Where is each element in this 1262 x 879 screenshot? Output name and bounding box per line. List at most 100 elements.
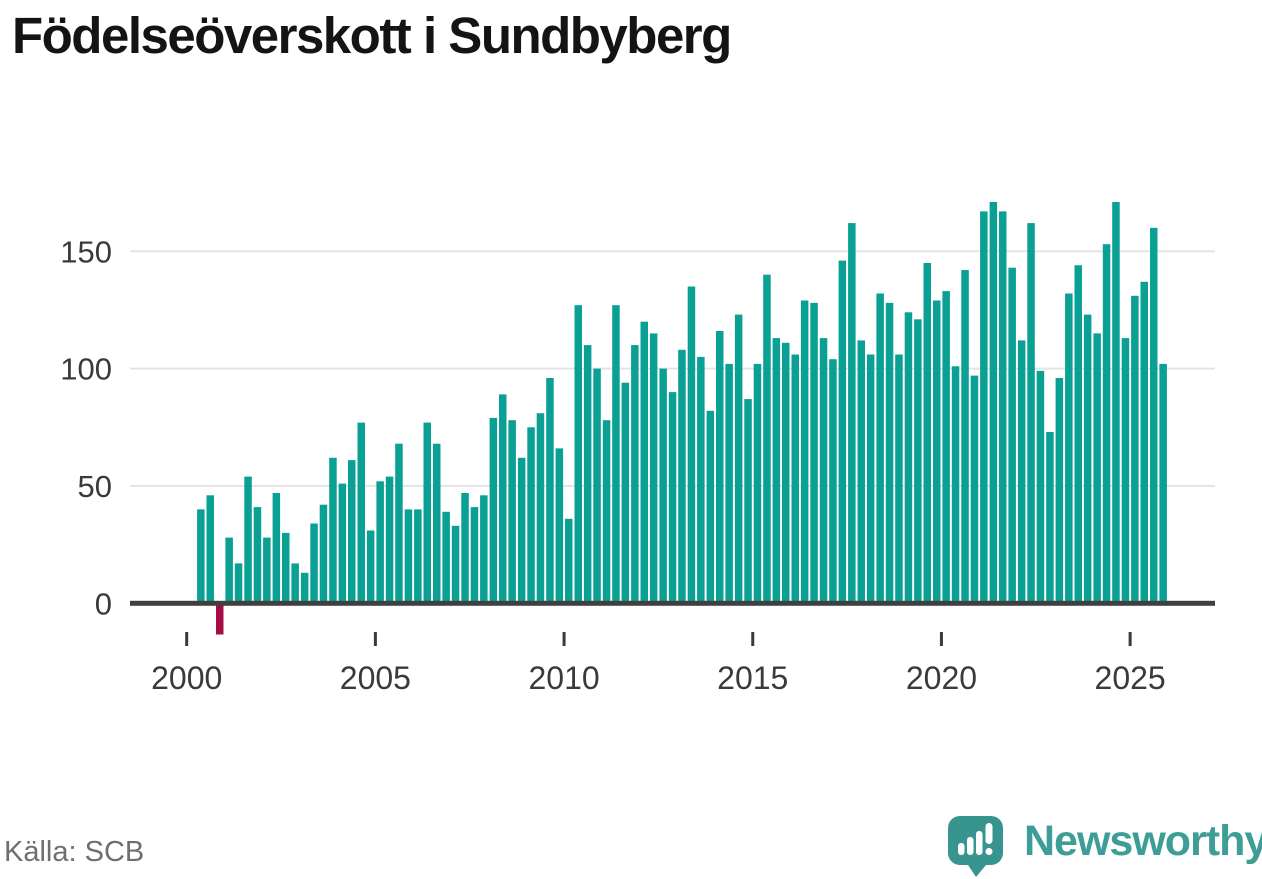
- bar-2011Q3: [621, 382, 630, 606]
- bar-2010Q3: [583, 345, 592, 606]
- bar-2000Q2: [197, 509, 205, 606]
- bar-2020Q1: [942, 291, 950, 606]
- bar-2001Q4: [253, 507, 262, 606]
- x-tick-mark-2025: [1128, 632, 1132, 646]
- brand-logo: Newsworthy: [948, 816, 1262, 878]
- bar-2013Q1: [678, 349, 686, 606]
- bar-2005Q4: [404, 509, 413, 606]
- bar-2017Q2: [838, 260, 847, 606]
- bar-2001Q2: [234, 563, 243, 606]
- bar-2010Q2: [574, 305, 582, 606]
- logo-bar-medium: [967, 837, 974, 855]
- bar-2009Q1: [527, 427, 535, 606]
- x-tick-label-2015: 2015: [717, 660, 788, 696]
- bar-2018Q2: [876, 293, 884, 606]
- x-axis-labels: 2000 2005 2010 2015 2020 2025: [151, 632, 1166, 696]
- bar-2001Q1: [225, 537, 233, 606]
- bar-2010Q1: [565, 518, 573, 606]
- bar-2023Q1: [1055, 378, 1064, 606]
- bar-2015Q2: [763, 274, 771, 606]
- x-tick-mark-2010: [562, 632, 566, 646]
- bar-2004Q2: [348, 460, 356, 606]
- bar-2011Q4: [631, 345, 639, 606]
- bar-2016Q3: [810, 302, 818, 606]
- bar-2007Q1: [451, 525, 460, 606]
- logo-bar-tall: [976, 831, 983, 855]
- bar-2021Q4: [1008, 267, 1016, 606]
- bar-2022Q2: [1027, 223, 1035, 606]
- y-tick-label-150: 150: [60, 234, 112, 269]
- bar-2024Q1: [1093, 333, 1101, 606]
- bar-2025Q4: [1159, 363, 1167, 606]
- bar-2005Q1: [376, 481, 384, 606]
- bar-2020Q3: [961, 270, 969, 606]
- bar-2013Q2: [687, 286, 696, 606]
- bars: [197, 202, 1167, 635]
- x-tick-label-2005: 2005: [340, 660, 411, 696]
- y-tick-label-100: 100: [60, 352, 112, 387]
- bar-2002Q4: [291, 563, 299, 606]
- bar-2003Q2: [310, 523, 318, 606]
- x-tick-label-2000: 2000: [151, 660, 222, 696]
- x-axis-line: [130, 600, 1215, 606]
- bar-2018Q3: [885, 302, 894, 606]
- chart-title: Födelseöverskott i Sundbyberg: [12, 7, 732, 64]
- bar-2004Q1: [338, 483, 347, 606]
- x-tick-mark-2015: [751, 632, 755, 646]
- bar-2003Q1: [300, 572, 309, 606]
- bar-2006Q3: [433, 443, 441, 606]
- x-tick-label-2025: 2025: [1095, 660, 1166, 696]
- bar-2025Q3: [1150, 227, 1158, 606]
- bar-2022Q3: [1036, 370, 1045, 606]
- logo-exclamation-stem: [985, 823, 993, 844]
- bar-2014Q4: [744, 399, 752, 606]
- bar-2005Q2: [385, 476, 394, 606]
- bar-2006Q1: [414, 509, 422, 606]
- bar-2021Q1: [980, 211, 988, 606]
- bar-2020Q2: [951, 366, 960, 606]
- bar-2017Q1: [829, 359, 837, 606]
- bar-2024Q2: [1102, 244, 1111, 606]
- bar-2009Q4: [555, 448, 564, 606]
- bar-2002Q3: [282, 532, 290, 606]
- brand-name: Newsworthy: [1024, 817, 1262, 865]
- bar-2012Q2: [649, 333, 658, 606]
- bar-2007Q4: [480, 495, 488, 606]
- bar-2016Q4: [819, 338, 828, 606]
- bar-2019Q4: [933, 300, 941, 606]
- bar-2025Q2: [1140, 281, 1148, 606]
- bar-2012Q1: [640, 321, 648, 606]
- gridline-100: [130, 367, 1215, 370]
- bar-2004Q4: [366, 530, 375, 606]
- bar-2022Q1: [1017, 340, 1026, 606]
- bar-2022Q4: [1046, 432, 1054, 606]
- bar-2011Q2: [612, 305, 620, 606]
- y-axis-labels: 0 50 100 150: [60, 234, 112, 621]
- pin-shape: [948, 816, 1003, 877]
- bar-2018Q1: [866, 354, 875, 606]
- bar-2002Q1: [263, 537, 271, 606]
- bar-2019Q2: [914, 319, 922, 606]
- bar-2008Q2: [499, 394, 507, 606]
- bar-2023Q4: [1083, 314, 1092, 606]
- bar-2019Q3: [923, 263, 931, 606]
- bar-2020Q4: [970, 375, 979, 606]
- x-tick-label-2010: 2010: [528, 660, 599, 696]
- y-tick-label-50: 50: [78, 469, 112, 504]
- bar-2003Q4: [329, 457, 337, 606]
- bar-2007Q2: [461, 493, 469, 606]
- bar-2018Q4: [895, 354, 903, 606]
- bar-2015Q1: [753, 363, 762, 606]
- bar-2024Q4: [1121, 338, 1130, 606]
- bar-2021Q3: [999, 211, 1007, 606]
- bar-2016Q2: [800, 300, 809, 606]
- bar-2008Q4: [517, 457, 526, 606]
- source-label: Källa: SCB: [4, 836, 145, 868]
- bar-2002Q2: [272, 493, 281, 606]
- bar-2015Q4: [782, 342, 790, 606]
- bar-2017Q3: [848, 223, 856, 606]
- bar-2014Q3: [734, 314, 743, 606]
- bar-2025Q1: [1131, 295, 1139, 606]
